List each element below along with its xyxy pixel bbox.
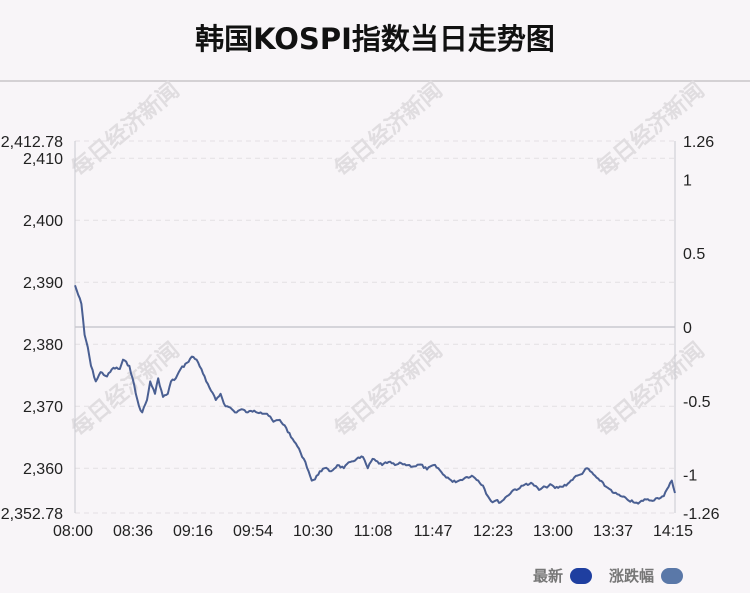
legend-swatch-latest: [570, 568, 592, 584]
y-right-tick-label: 0: [683, 320, 692, 337]
x-tick-label: 11:08: [354, 523, 393, 540]
gridlines: [75, 140, 675, 514]
chart-title: 韩国KOSPI指数当日走势图: [195, 22, 555, 56]
x-tick-label: 08:36: [113, 523, 153, 540]
right-y-tick-labels: 1.26 1 0.5 0 -0.5 -1 -1.26: [683, 134, 720, 523]
legend-swatch-change: [661, 568, 683, 584]
left-y-tick-labels: 2,412.782,410 2,400 2,390 2,380 2,370 2,360 2,…: [1, 134, 63, 523]
y-left-tick-label: 2,410: [23, 151, 63, 168]
y-right-tick-label: -1.26: [683, 506, 720, 523]
watermark-4: 每日经济新闻: [330, 337, 448, 442]
y-left-tick-label: 2,352.78: [1, 506, 63, 523]
x-tick-label: 10:30: [293, 523, 333, 540]
y-left-tick-label: 2,412.78: [1, 134, 63, 151]
x-tick-label: 09:54: [233, 523, 273, 540]
watermark-3: 每日经济新闻: [67, 337, 185, 442]
y-right-tick-label: 1: [683, 172, 692, 189]
x-tick-label: 08:00: [53, 523, 93, 540]
title-divider: [0, 80, 750, 82]
y-left-tick-label: 2,380: [23, 337, 63, 354]
legend-label-change: 涨跌幅: [609, 568, 655, 585]
x-tick-label: 11:47: [414, 523, 453, 540]
y-left-tick-label: 2,360: [23, 461, 63, 478]
watermark-5: 每日经济新闻: [592, 337, 710, 442]
x-tick-label: 12:23: [473, 523, 513, 540]
y-right-tick-label: 0.5: [683, 246, 705, 263]
watermark-1: 每日经济新闻: [330, 77, 448, 182]
x-tick-label: 13:00: [533, 523, 573, 540]
x-tick-label: 14:15: [653, 523, 693, 540]
watermark-2: 每日经济新闻: [592, 77, 710, 182]
y-left-tick-label: 2,370: [23, 399, 63, 416]
x-tick-label: 09:16: [173, 523, 213, 540]
y-left-tick-label: 2,390: [23, 275, 63, 292]
y-left-tick-label: 2,400: [23, 213, 63, 230]
series-line-latest: [74, 284, 676, 505]
x-tick-label: 13:37: [593, 523, 633, 540]
x-tick-labels: 08:00 08:36 09:16 09:54 10:30 11:08 11:47 12:23…: [53, 523, 693, 540]
y-right-tick-label: 1.26: [683, 134, 714, 151]
watermark-0: 每日经济新闻: [67, 77, 185, 182]
legend-label-latest: 最新: [533, 568, 564, 585]
y-right-tick-label: -1: [683, 468, 697, 485]
y-right-tick-label: -0.5: [683, 394, 711, 411]
